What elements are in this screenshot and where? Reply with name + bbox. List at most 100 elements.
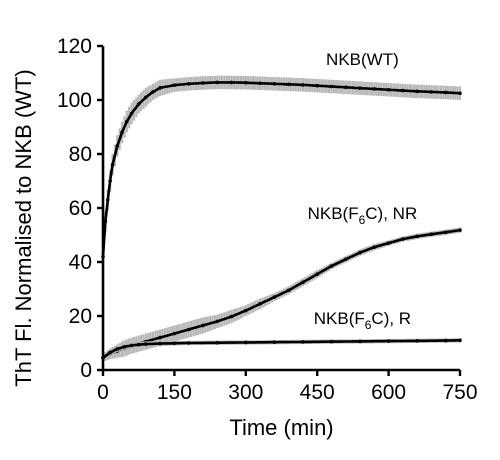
data-point — [329, 339, 334, 344]
data-point — [401, 88, 405, 93]
data-point — [258, 81, 262, 86]
y-tick-label: 120 — [57, 35, 92, 58]
data-point — [386, 241, 391, 245]
x-tick-label: 150 — [157, 381, 192, 404]
data-point — [136, 342, 141, 347]
data-point — [429, 232, 434, 236]
data-point — [443, 230, 448, 235]
y-tick-label: 60 — [69, 197, 92, 220]
series-2 — [101, 227, 462, 362]
data-point — [443, 90, 448, 95]
y-axis-title: ThT Fl. Normalised to NKB (WT) — [11, 69, 36, 386]
data-point — [110, 163, 115, 167]
y-tick-label: 40 — [69, 251, 92, 274]
data-point — [443, 338, 448, 343]
data-point — [129, 343, 134, 348]
data-point — [144, 95, 148, 100]
series-label-tail: C), R — [371, 309, 411, 328]
y-tick-label: 100 — [57, 89, 92, 112]
series-label: NKB(F6C), NR — [308, 204, 418, 227]
series-line — [102, 339, 460, 359]
data-point — [272, 82, 277, 86]
data-point — [108, 350, 112, 355]
x-tick-label: 750 — [442, 381, 477, 404]
y-tick-label: 20 — [69, 305, 92, 328]
data-point — [358, 339, 362, 344]
series-label-main: NKB(F — [308, 204, 359, 223]
series-line — [102, 228, 461, 360]
series-3 — [101, 338, 462, 361]
data-point — [158, 335, 162, 340]
data-point — [358, 86, 362, 90]
data-point — [158, 86, 162, 90]
series-label: NKB(F6C), R — [314, 309, 411, 332]
data-point — [201, 323, 205, 328]
data-point — [215, 319, 220, 324]
x-tick-label: 450 — [300, 381, 335, 404]
data-point — [172, 331, 177, 336]
data-point — [201, 81, 205, 85]
data-point — [301, 340, 305, 344]
plot-area — [101, 75, 462, 362]
data-point — [215, 80, 220, 85]
y-tick-label: 80 — [69, 143, 92, 166]
data-point — [415, 89, 419, 94]
data-point — [244, 340, 248, 345]
data-point — [244, 80, 248, 85]
data-point — [286, 288, 291, 293]
series-label-tail: C), NR — [365, 204, 417, 223]
data-point — [429, 90, 434, 94]
data-point — [458, 91, 462, 96]
data-point — [172, 341, 177, 346]
data-point — [125, 119, 129, 124]
data-point — [215, 340, 220, 345]
data-point — [301, 83, 305, 87]
data-point — [186, 82, 191, 86]
data-point — [115, 347, 120, 351]
series-label-main: NKB(F — [314, 309, 365, 328]
x-axis-title: Time (min) — [229, 415, 333, 440]
axes: 0 150 300 450 600 750 0 20 40 60 80 100 120 — [57, 35, 478, 404]
data-point — [136, 102, 141, 106]
data-point — [386, 339, 391, 343]
data-point — [108, 179, 112, 183]
data-point — [229, 80, 234, 85]
data-point — [386, 87, 391, 92]
data-point — [272, 340, 277, 344]
y-axis-ticks: 0 20 40 60 80 100 120 — [57, 35, 103, 382]
data-point — [105, 198, 110, 202]
x-axis-ticks: 0 150 300 450 600 750 — [97, 370, 478, 404]
x-tick-label: 300 — [228, 381, 263, 404]
x-tick-label: 600 — [371, 381, 406, 404]
data-point — [158, 341, 162, 346]
data-point — [458, 338, 462, 343]
series-label-subscript: 6 — [359, 213, 366, 227]
data-point — [329, 264, 334, 268]
data-point — [229, 314, 234, 319]
x-tick-label: 0 — [97, 381, 109, 404]
data-point — [343, 257, 348, 262]
data-point — [258, 302, 262, 306]
data-point — [115, 144, 120, 148]
data-point — [415, 234, 419, 239]
data-point — [343, 85, 348, 90]
series-label-subscript: 6 — [365, 318, 372, 332]
data-point — [286, 82, 291, 87]
data-point — [144, 342, 148, 346]
data-point — [415, 339, 419, 343]
data-point — [186, 341, 191, 345]
data-point — [151, 90, 155, 94]
series-1 — [101, 75, 462, 265]
data-point — [103, 219, 108, 224]
data-point — [272, 295, 277, 299]
data-point — [122, 344, 127, 349]
data-point — [315, 83, 320, 88]
series-label: NKB(WT) — [326, 50, 399, 69]
data-point — [401, 237, 405, 241]
series-label-main: NKB(WT) — [326, 50, 399, 69]
data-point — [172, 83, 177, 87]
data-point — [372, 245, 377, 249]
data-point — [358, 250, 362, 255]
